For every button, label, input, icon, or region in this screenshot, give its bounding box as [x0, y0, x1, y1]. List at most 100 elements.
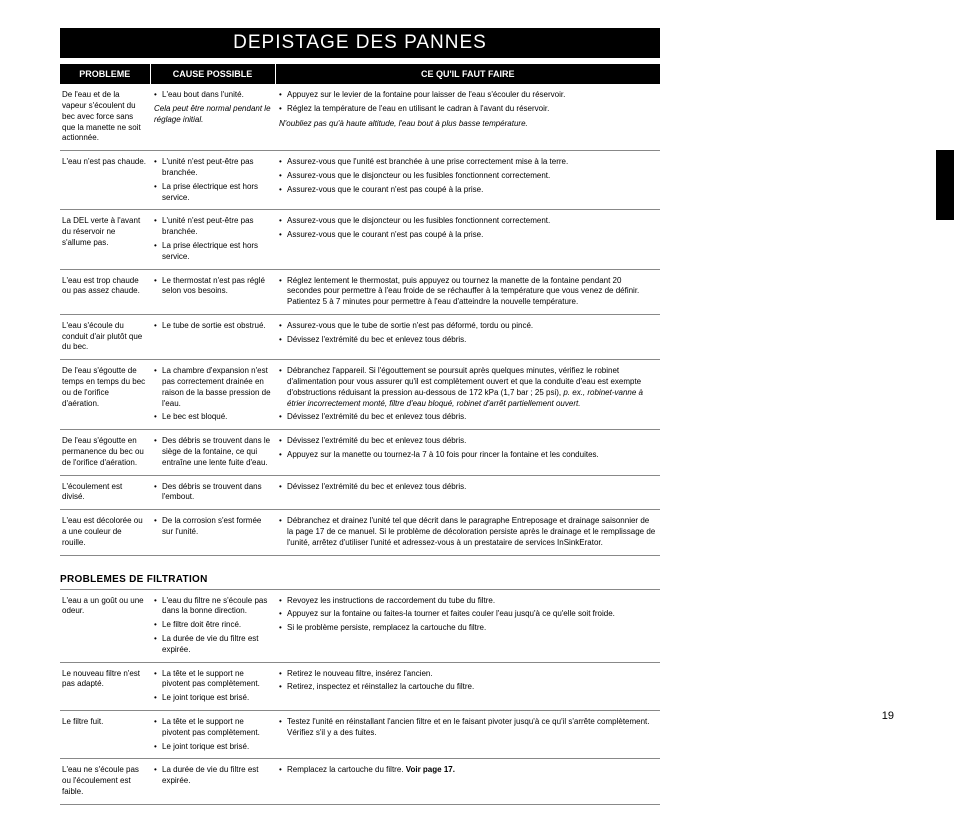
list-item: Le bec est bloqué. — [154, 412, 271, 423]
cause-cell: La chambre d'expansion n'est pas correct… — [150, 360, 275, 430]
troubleshooting-table: PROBLEME CAUSE POSSIBLE CE QU'IL FAUT FA… — [60, 64, 660, 556]
table-row: De l'eau s'égoutte en permanence du bec … — [60, 430, 660, 475]
action-note: N'oubliez pas qu'à haute altitude, l'eau… — [279, 119, 656, 130]
table-row: L'eau est trop chaude ou pas assez chaud… — [60, 269, 660, 314]
problem-cell: Le filtre fuit. — [60, 711, 150, 759]
page-content: DEPISTAGE DES PANNES PROBLEME CAUSE POSS… — [0, 0, 720, 825]
table-row: La DEL verte à l'avant du réservoir ne s… — [60, 210, 660, 269]
table-row: L'eau a un goût ou une odeur.L'eau du fi… — [60, 589, 660, 662]
section-title: DEPISTAGE DES PANNES — [60, 28, 660, 58]
cause-cell: L'unité n'est peut-être pas branchée.La … — [150, 210, 275, 269]
list-item: Réglez la température de l'eau en utilis… — [279, 104, 656, 115]
list-item: Le joint torique est brisé. — [154, 693, 271, 704]
table-row: Le nouveau filtre n'est pas adapté.La tê… — [60, 662, 660, 710]
table-row: De l'eau s'égoutte de temps en temps du … — [60, 360, 660, 430]
list-item: Assurez-vous que le tube de sortie n'est… — [279, 321, 656, 332]
problem-cell: De l'eau s'égoutte en permanence du bec … — [60, 430, 150, 475]
list-item: L'unité n'est peut-être pas branchée. — [154, 157, 271, 179]
list-item: Assurez-vous que le courant n'est pas co… — [279, 230, 656, 241]
action-cell: Réglez lentement le thermostat, puis app… — [275, 269, 660, 314]
list-item: L'eau du filtre ne s'écoule pas dans la … — [154, 596, 271, 618]
header-problem: PROBLEME — [60, 64, 150, 84]
cause-cell: L'eau bout dans l'unité. Cela peut être n… — [150, 84, 275, 150]
problem-cell: De l'eau et de la vapeur s'écoulent du b… — [60, 84, 150, 150]
list-item: Dévissez l'extrémité du bec et enlevez t… — [279, 335, 656, 346]
list-item: Dévissez l'extrémité du bec et enlevez t… — [279, 482, 656, 493]
action-cell: Retirez le nouveau filtre, insérez l'anc… — [275, 662, 660, 710]
list-item: La durée de vie du filtre est expirée. — [154, 765, 271, 787]
table-row: L'eau ne s'écoule pas ou l'écoulement es… — [60, 759, 660, 804]
list-item: Débranchez l'appareil. Si l'égouttement … — [279, 366, 656, 409]
header-action: CE QU'IL FAUT FAIRE — [275, 64, 660, 84]
cause-cell: De la corrosion s'est formée sur l'unité… — [150, 510, 275, 555]
list-item: La prise électrique est hors service. — [154, 182, 271, 204]
list-item: Dévissez l'extrémité du bec et enlevez t… — [279, 436, 656, 447]
filtration-heading: PROBLEMES DE FILTRATION — [60, 574, 660, 585]
action-cell: Dévissez l'extrémité du bec et enlevez t… — [275, 475, 660, 510]
table-row: Le filtre fuit.La tête et le support ne … — [60, 711, 660, 759]
action-cell: Testez l'unité en réinstallant l'ancien … — [275, 711, 660, 759]
problem-cell: Le nouveau filtre n'est pas adapté. — [60, 662, 150, 710]
action-cell: Assurez-vous que le disjoncteur ou les f… — [275, 210, 660, 269]
list-item: La durée de vie du filtre est expirée. — [154, 634, 271, 656]
problem-cell: L'écoulement est divisé. — [60, 475, 150, 510]
problem-cell: L'eau n'est pas chaude. — [60, 151, 150, 210]
list-item: Assurez-vous que le disjoncteur ou les f… — [279, 171, 656, 182]
list-item: Retirez le nouveau filtre, insérez l'anc… — [279, 669, 656, 680]
table-row: L'écoulement est divisé.Des débris se tr… — [60, 475, 660, 510]
list-item: Assurez-vous que l'unité est branchée à … — [279, 157, 656, 168]
action-cell: Assurez-vous que l'unité est branchée à … — [275, 151, 660, 210]
cause-cell: Des débris se trouvent dans le siège de … — [150, 430, 275, 475]
list-item: Remplacez la cartouche du filtre. Voir p… — [279, 765, 656, 776]
list-item: Si le problème persiste, remplacez la ca… — [279, 623, 656, 634]
list-item: Des débris se trouvent dans l'embout. — [154, 482, 271, 504]
filtration-table: L'eau a un goût ou une odeur.L'eau du fi… — [60, 589, 660, 805]
cause-cell: La tête et le support ne pivotent pas co… — [150, 662, 275, 710]
problem-cell: L'eau est décolorée ou a une couleur de … — [60, 510, 150, 555]
table-row: L'eau n'est pas chaude.L'unité n'est peu… — [60, 151, 660, 210]
cause-cell: Le tube de sortie est obstrué. — [150, 314, 275, 359]
cause-cell: La tête et le support ne pivotent pas co… — [150, 711, 275, 759]
list-item: La chambre d'expansion n'est pas correct… — [154, 366, 271, 409]
action-cell: Appuyez sur le levier de la fontaine pou… — [275, 84, 660, 150]
list-item: Débranchez et drainez l'unité tel que dé… — [279, 516, 656, 548]
list-item: Appuyez sur le levier de la fontaine pou… — [279, 90, 656, 101]
problem-cell: L'eau s'écoule du conduit d'air plutôt q… — [60, 314, 150, 359]
action-cell: Débranchez l'appareil. Si l'égouttement … — [275, 360, 660, 430]
list-item: Appuyez sur la fontaine ou faites-la tou… — [279, 609, 656, 620]
list-item: Assurez-vous que le disjoncteur ou les f… — [279, 216, 656, 227]
action-cell: Débranchez et drainez l'unité tel que dé… — [275, 510, 660, 555]
list-item: La tête et le support ne pivotent pas co… — [154, 669, 271, 691]
cause-note: Cela peut être normal pendant le réglage… — [154, 104, 271, 126]
table-header-row: PROBLEME CAUSE POSSIBLE CE QU'IL FAUT FA… — [60, 64, 660, 84]
list-item: Réglez lentement le thermostat, puis app… — [279, 276, 656, 308]
list-item: Dévissez l'extrémité du bec et enlevez t… — [279, 412, 656, 423]
action-cell: Remplacez la cartouche du filtre. Voir p… — [275, 759, 660, 804]
cause-cell: Le thermostat n'est pas réglé selon vos … — [150, 269, 275, 314]
action-cell: Assurez-vous que le tube de sortie n'est… — [275, 314, 660, 359]
list-item: La tête et le support ne pivotent pas co… — [154, 717, 271, 739]
list-item: L'eau bout dans l'unité. — [154, 90, 271, 101]
list-item: La prise électrique est hors service. — [154, 241, 271, 263]
table-row: De l'eau et de la vapeur s'écoulent du b… — [60, 84, 660, 150]
cause-cell: L'eau du filtre ne s'écoule pas dans la … — [150, 589, 275, 662]
problem-cell: L'eau ne s'écoule pas ou l'écoulement es… — [60, 759, 150, 804]
header-cause: CAUSE POSSIBLE — [150, 64, 275, 84]
list-item: Le filtre doit être rincé. — [154, 620, 271, 631]
problem-cell: De l'eau s'égoutte de temps en temps du … — [60, 360, 150, 430]
cause-cell: L'unité n'est peut-être pas branchée. La … — [150, 151, 275, 210]
list-item: Retirez, inspectez et réinstallez la car… — [279, 682, 656, 693]
list-item: De la corrosion s'est formée sur l'unité… — [154, 516, 271, 538]
side-tab — [936, 150, 954, 220]
list-item: Testez l'unité en réinstallant l'ancien … — [279, 717, 656, 739]
list-item: Revoyez les instructions de raccordement… — [279, 596, 656, 607]
list-item: Le tube de sortie est obstrué. — [154, 321, 271, 332]
page-number: 19 — [882, 710, 894, 722]
action-cell: Revoyez les instructions de raccordement… — [275, 589, 660, 662]
table-row: L'eau est décolorée ou a une couleur de … — [60, 510, 660, 555]
list-item: Des débris se trouvent dans le siège de … — [154, 436, 271, 468]
list-item: Appuyez sur la manette ou tournez-la 7 à… — [279, 450, 656, 461]
table-row: L'eau s'écoule du conduit d'air plutôt q… — [60, 314, 660, 359]
problem-cell: La DEL verte à l'avant du réservoir ne s… — [60, 210, 150, 269]
problem-cell: L'eau est trop chaude ou pas assez chaud… — [60, 269, 150, 314]
